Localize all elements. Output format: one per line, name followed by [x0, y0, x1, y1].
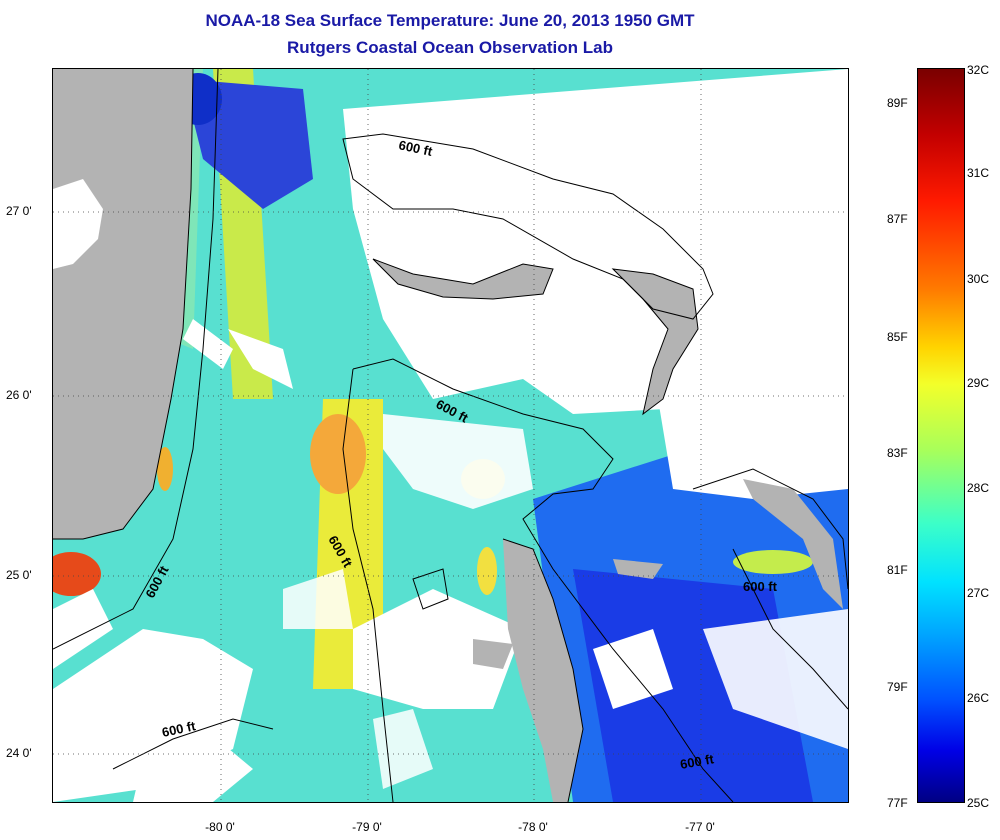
- contour-label: 600 ft: [397, 137, 434, 159]
- lat-label: 27 0': [6, 204, 32, 218]
- colorbar-f-label: 87F: [887, 212, 908, 226]
- colorbar-f-label: 85F: [887, 330, 908, 344]
- map-subtitle: Rutgers Coastal Ocean Observation Lab: [287, 38, 613, 57]
- coastline: [53, 69, 699, 802]
- lon-label: -77 0': [685, 820, 715, 834]
- sst-map: 600 ft 600 ft 600 ft 600 ft 600 ft 600 f…: [52, 68, 849, 803]
- colorbar-c-label: 26C: [967, 691, 990, 705]
- land-masses: [53, 69, 843, 802]
- colorbar-c-label: 30C: [967, 272, 990, 286]
- colorbar-f-label: 81F: [887, 563, 908, 577]
- contour-label: 600 ft: [161, 718, 198, 740]
- temperature-colorbar: [917, 68, 965, 803]
- lon-label: -80 0': [205, 820, 235, 834]
- lat-label: 25 0': [6, 568, 32, 582]
- lon-label: -79 0': [352, 820, 382, 834]
- colorbar-c-label: 28C: [967, 481, 990, 495]
- colorbar-c-label: 25C: [967, 796, 990, 810]
- lon-label: -78 0': [518, 820, 548, 834]
- colorbar-f-label: 77F: [887, 796, 908, 810]
- colorbar-c-label: 32C: [967, 63, 990, 77]
- contour-label: 600 ft: [679, 751, 716, 772]
- graticule: [53, 69, 848, 802]
- colorbar-c-label: 27C: [967, 586, 990, 600]
- lat-label: 24 0': [6, 746, 32, 760]
- bathymetry-contours: [53, 69, 848, 802]
- contour-label: 600 ft: [743, 579, 778, 594]
- colorbar-c-label: 31C: [967, 166, 990, 180]
- lat-label: 26 0': [6, 388, 32, 402]
- colorbar-f-label: 83F: [887, 446, 908, 460]
- colorbar-c-label: 29C: [967, 376, 990, 390]
- colorbar-f-label: 89F: [887, 96, 908, 110]
- colorbar-f-label: 79F: [887, 680, 908, 694]
- map-title: NOAA-18 Sea Surface Temperature: June 20…: [205, 11, 695, 30]
